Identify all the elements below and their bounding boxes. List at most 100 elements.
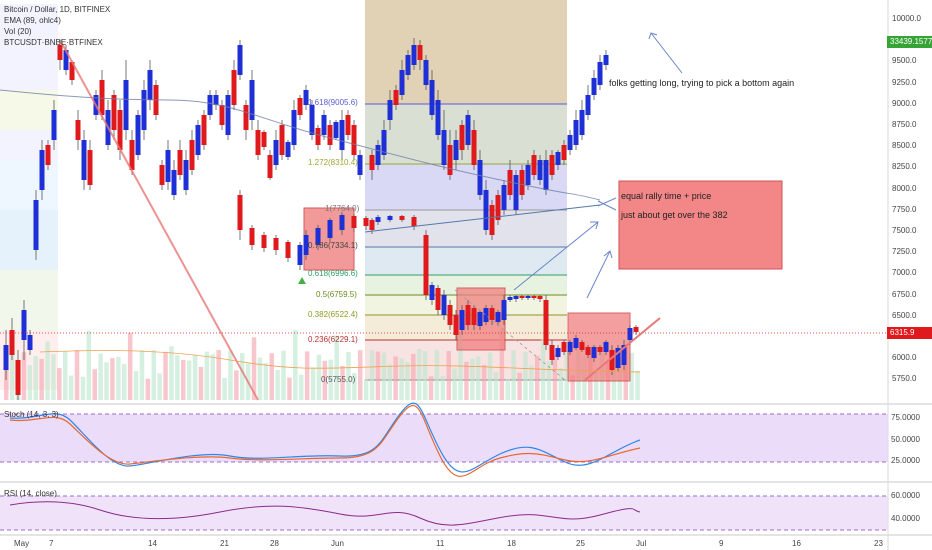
volume-bar — [68, 375, 74, 400]
volume-bar — [269, 353, 274, 400]
volume-bar — [552, 354, 558, 400]
volume-bar — [458, 334, 463, 400]
candle-body — [225, 95, 231, 135]
volume-bar — [27, 365, 33, 400]
candle-body — [495, 195, 501, 220]
candle-body — [543, 160, 549, 190]
volume-bar — [328, 359, 333, 400]
candle-body — [507, 297, 513, 300]
candle-body — [297, 98, 303, 115]
rsi-tick-60: 60.0000 — [891, 491, 920, 500]
candle-body — [351, 216, 357, 228]
volume-bar — [570, 375, 575, 400]
volume-bar — [499, 330, 505, 400]
candle-body — [381, 130, 387, 155]
candle-body — [87, 150, 93, 185]
volume-bar — [116, 356, 121, 400]
candle-body — [27, 335, 33, 350]
stoch-tick-25: 25.0000 — [891, 456, 920, 465]
note-bottom[interactable]: folks getting long, trying to pick a bot… — [609, 78, 795, 88]
candle-body — [573, 120, 579, 145]
candle-body — [471, 308, 477, 325]
price-tick: 7750.0 — [892, 204, 917, 214]
candle-body — [339, 120, 345, 150]
candle-body — [603, 55, 609, 65]
volume-bar — [381, 352, 387, 400]
volume-bar — [535, 355, 540, 400]
volume-bar — [151, 350, 156, 400]
volume-bar — [440, 375, 446, 400]
volume-bar — [358, 350, 363, 400]
time-tick: 9 — [719, 539, 724, 548]
volume-bar — [251, 337, 257, 400]
fib-label-1618: 1.618(9005.6) — [308, 98, 358, 107]
volume-bar — [222, 377, 227, 400]
fib-label-1: 1(7764.0) — [325, 204, 360, 213]
candle-body — [429, 80, 435, 115]
candle-body — [423, 60, 429, 85]
stoch-pane[interactable] — [0, 402, 888, 477]
candle-body — [177, 150, 183, 175]
candle-body — [327, 220, 333, 238]
vol-label[interactable]: Vol (20) — [4, 27, 32, 36]
volume-bar — [352, 373, 357, 400]
candle-body — [33, 200, 39, 250]
price-tick: 9000.0 — [892, 98, 917, 108]
candle-body — [501, 185, 507, 210]
volume-bar — [422, 350, 428, 400]
candle-body — [297, 245, 303, 265]
volume-bar — [9, 350, 15, 400]
volume-bar — [316, 354, 322, 400]
volume-bar — [186, 360, 192, 400]
volume-bar — [110, 358, 115, 400]
volume-bar — [310, 367, 316, 400]
volume-bar — [287, 377, 292, 400]
volume-bar — [635, 370, 640, 400]
time-tick: 28 — [270, 539, 279, 548]
candle-body — [465, 305, 471, 325]
stoch-title[interactable]: Stoch (14, 3, 3) — [4, 410, 59, 419]
price-tick: 8000.0 — [892, 183, 917, 193]
candle-body — [417, 45, 423, 60]
price-tick: 9250.0 — [892, 77, 917, 87]
note-rally-time[interactable]: equal rally time + price — [621, 191, 712, 201]
volume-bar — [387, 364, 392, 400]
note-rally-382[interactable]: just about get over the 382 — [621, 210, 728, 220]
candle-body — [609, 350, 615, 370]
ema-label[interactable]: EMA (89, ohlc4) — [4, 16, 61, 25]
fib-label-1272: 1.272(8310.4) — [308, 158, 358, 167]
candle-body — [51, 110, 57, 140]
volume-bar — [293, 330, 298, 400]
symbol-title[interactable]: Bitcoin / Dollar, 1D, BITFINEX — [4, 5, 111, 14]
volume-bar — [476, 356, 481, 400]
volume-bar — [340, 365, 345, 400]
volume-bar — [198, 366, 204, 400]
rsi-pane[interactable] — [0, 495, 888, 531]
rsi-title[interactable]: RSI (14, close) — [4, 489, 57, 498]
volume-bar — [540, 339, 546, 400]
candle-body — [519, 170, 525, 195]
candle-body — [561, 145, 567, 160]
candle-body — [339, 215, 345, 230]
fib-label-0618: 0.618(6996.6) — [308, 269, 358, 278]
compare-label[interactable]: BTCUSDT·BNBE·BTFINEX — [4, 38, 103, 47]
volume-bar — [523, 352, 528, 400]
volume-bar — [558, 367, 564, 400]
candle-body — [45, 145, 51, 165]
volume-bar — [210, 354, 215, 400]
volume-bar — [487, 352, 493, 400]
candle-body — [585, 347, 591, 355]
fib-label-0786: 0.786(7334.1) — [308, 241, 358, 250]
candle-body — [405, 55, 411, 75]
time-tick: 18 — [507, 539, 516, 548]
volume-bar — [263, 363, 269, 400]
volume-bar — [411, 353, 416, 400]
candle-body — [243, 105, 249, 130]
volume-bar — [517, 372, 522, 400]
volume-bar — [428, 376, 434, 400]
time-tick: May — [14, 539, 30, 548]
candle-body — [483, 308, 489, 322]
candle-body — [459, 125, 465, 150]
candle-body — [237, 195, 243, 230]
